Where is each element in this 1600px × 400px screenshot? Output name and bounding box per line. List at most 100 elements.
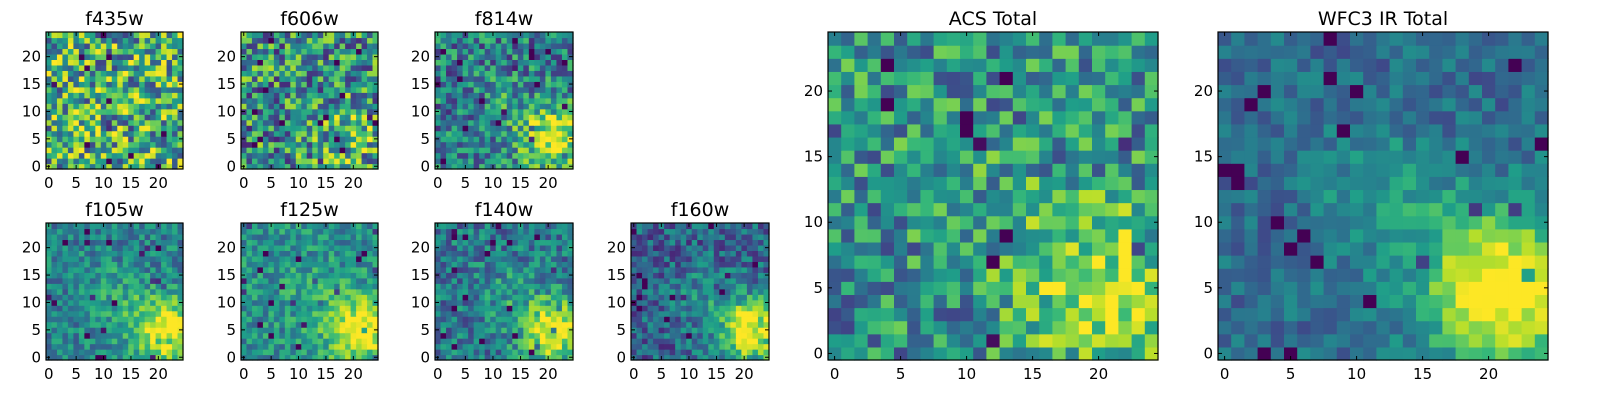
heatmap-cell [561,283,569,290]
heatmap-cell [295,103,302,110]
heatmap-cell [262,119,269,126]
heatmap-cell [680,310,687,317]
heatmap-cell [172,332,179,339]
heatmap-cell [735,228,742,235]
heatmap-cell [172,37,179,44]
heatmap-cell [841,189,855,204]
heatmap-cell [290,86,297,93]
heatmap-cell [56,75,64,82]
heatmap-cell [440,114,447,121]
heatmap-cell [680,288,687,295]
heatmap-cell [534,125,541,132]
heatmap-cell [166,255,173,262]
heatmap-cell [262,108,269,115]
heatmap-cell [279,92,286,99]
heatmap-cell [133,332,140,339]
heatmap-cell [697,327,704,334]
heatmap-cell [534,86,541,93]
heatmap-cell [636,250,643,257]
heatmap-cell [686,233,693,241]
heatmap-cell [457,32,464,39]
heatmap-cell [697,223,704,230]
heatmap-cell [545,37,552,44]
heatmap-cell [339,92,346,99]
heatmap-cell [144,299,151,306]
heatmap-cell [84,119,91,126]
heatmap-cell [556,59,563,66]
heatmap-cell [451,136,458,143]
heatmap-cell [517,152,524,159]
heatmap-cell [56,59,64,66]
heatmap-cell [144,81,151,88]
heatmap-cell [150,42,157,50]
heatmap-cell [78,32,85,39]
heatmap-cell [122,37,129,44]
x-tick-label: 20 [149,365,168,383]
heatmap-cell [479,70,486,77]
heatmap-cell [457,338,464,345]
heatmap-cell [867,202,882,217]
heatmap-cell [528,250,535,257]
heatmap-cell [658,299,665,306]
heatmap-cell [150,316,157,323]
heatmap-cell [78,70,85,77]
heatmap-cell [100,108,107,115]
heatmap-cell [84,75,91,82]
heatmap-cell [345,327,352,334]
heatmap-cell [306,141,313,148]
heatmap-cell [345,310,352,317]
heatmap-cell [155,42,162,50]
heatmap-cell [523,48,530,55]
heatmap-cell [345,81,352,88]
heatmap-cell [133,261,140,268]
heatmap-cell [746,283,754,290]
heatmap-cell [462,250,469,257]
heatmap-cell [89,152,96,159]
y-tick-label: 0 [420,157,430,175]
heatmap-cell [642,283,649,290]
heatmap-cell [177,338,184,345]
heatmap-cell [339,233,346,241]
heatmap-cell [880,294,895,309]
heatmap-cell [1092,215,1106,230]
heatmap-cell [350,277,357,284]
heatmap-cell [312,152,319,159]
heatmap-cell [473,349,480,356]
heatmap-cell [78,108,85,115]
heatmap-cell [372,233,379,241]
heatmap-cell [150,147,157,154]
heatmap-cell [735,332,742,339]
heatmap-cell [284,294,291,301]
heatmap-cell [106,343,113,350]
heatmap-cell [345,53,352,60]
heatmap-cell [367,119,374,126]
heatmap-cell [757,349,765,356]
heatmap-cell [512,163,519,170]
heatmap-cell [713,283,720,290]
heatmap-cell [172,343,179,350]
heatmap-cell [539,92,546,99]
heatmap-cell [356,130,363,137]
heatmap-cell [1078,202,1093,217]
heatmap-cell [51,108,58,115]
heatmap-cell [435,294,442,301]
heatmap-cell [306,152,313,159]
heatmap-cell [462,310,469,317]
heatmap-cell [323,147,330,154]
heatmap-cell [545,97,552,104]
heatmap-cell [550,64,558,71]
heatmap-cell [279,141,286,148]
heatmap-cell [246,294,253,301]
heatmap-cell [920,333,935,348]
heatmap-cell [334,299,341,306]
heatmap-cell [67,48,74,55]
heatmap-cell [752,283,759,290]
y-tick-label: 15 [22,266,41,284]
heatmap-cell [100,343,107,350]
heatmap-cell [523,64,530,71]
heatmap-cell [328,321,335,328]
heatmap-cell [539,136,546,143]
heatmap-cell [144,53,151,60]
heatmap-cell [653,316,660,323]
heatmap-cell [290,239,297,246]
